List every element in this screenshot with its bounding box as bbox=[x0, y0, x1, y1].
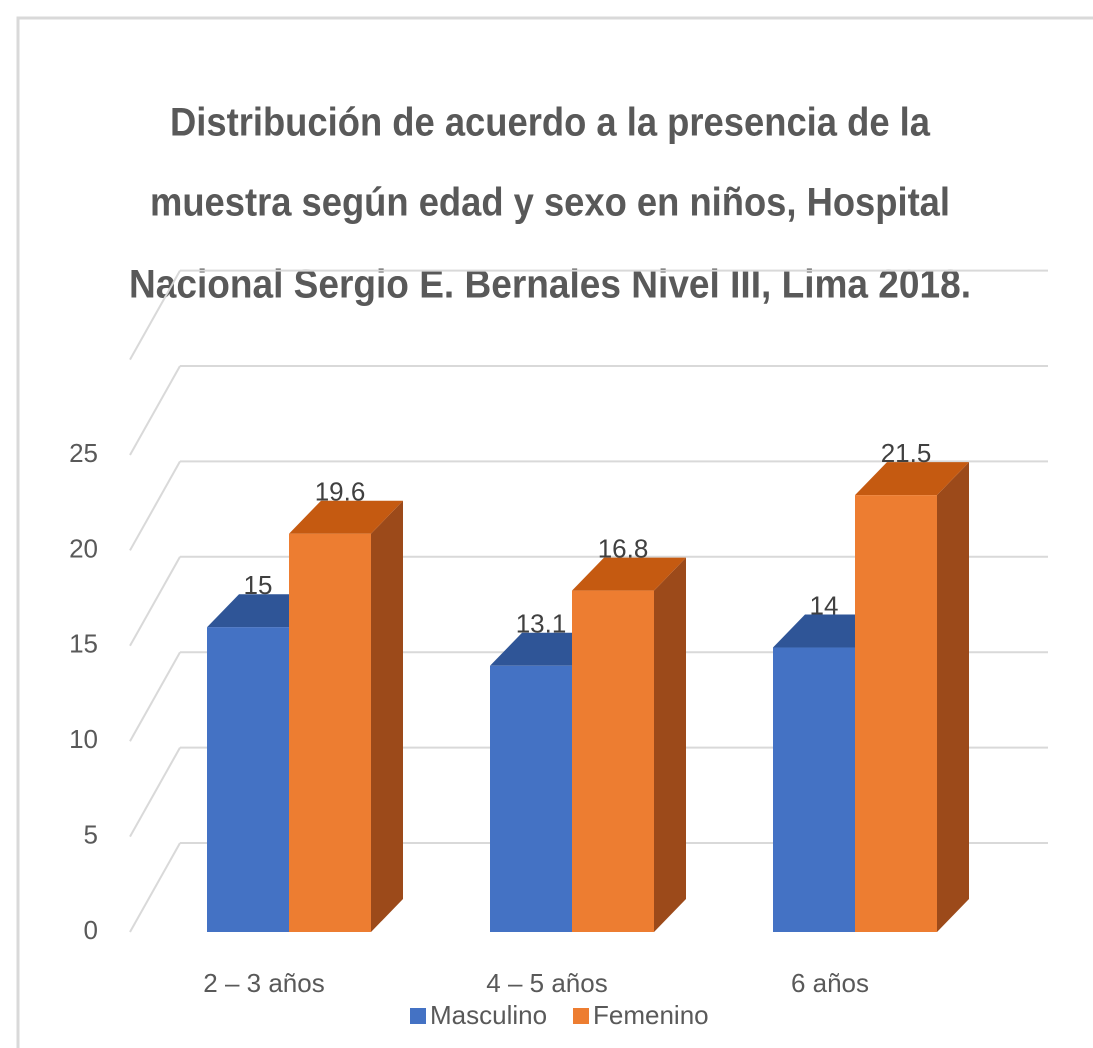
data-label: 14 bbox=[810, 590, 839, 620]
grid-line bbox=[129, 556, 181, 647]
grid-line bbox=[129, 842, 181, 933]
legend-swatch bbox=[410, 1008, 426, 1024]
chart-title: Distribución de acuerdo a la presencia d… bbox=[170, 101, 931, 145]
chart-title: muestra según edad y sexo en niños, Hosp… bbox=[150, 181, 950, 225]
bar bbox=[855, 495, 937, 932]
y-tick-label: 15 bbox=[69, 629, 98, 659]
grid-line bbox=[129, 651, 181, 742]
bar-side bbox=[371, 500, 403, 932]
x-tick-label: 4 – 5 años bbox=[486, 968, 607, 998]
y-tick-label: 20 bbox=[69, 533, 98, 563]
data-label: 15 bbox=[244, 570, 273, 600]
bar bbox=[289, 533, 371, 932]
bar bbox=[773, 647, 855, 932]
bar-top bbox=[572, 557, 686, 591]
bar-side bbox=[937, 462, 969, 932]
grid-line bbox=[129, 365, 181, 456]
grid-line bbox=[129, 460, 181, 551]
y-tick-label: 10 bbox=[69, 724, 98, 754]
x-tick-label: 6 años bbox=[791, 968, 869, 998]
chart-title: Nacional Sergio E. Bernales Nivel III, L… bbox=[129, 263, 971, 307]
bar-top bbox=[855, 462, 969, 496]
bar-top bbox=[289, 500, 403, 534]
data-label: 13.1 bbox=[516, 609, 567, 639]
data-label: 19.6 bbox=[315, 477, 366, 507]
legend-label: Femenino bbox=[593, 1000, 709, 1030]
y-tick-label: 25 bbox=[69, 438, 98, 468]
legend-label: Masculino bbox=[430, 1000, 547, 1030]
bar bbox=[207, 627, 289, 932]
data-label: 21.5 bbox=[881, 438, 932, 468]
chart-border bbox=[16, 16, 1093, 1048]
grid-line bbox=[129, 747, 181, 838]
data-label: 16.8 bbox=[598, 533, 649, 563]
bar bbox=[490, 665, 572, 932]
bar bbox=[572, 590, 654, 932]
grid-line bbox=[129, 270, 181, 361]
x-tick-label: 2 – 3 años bbox=[203, 968, 324, 998]
legend-swatch bbox=[573, 1008, 589, 1024]
y-tick-label: 0 bbox=[84, 915, 98, 945]
y-tick-label: 5 bbox=[84, 819, 98, 849]
bar-side bbox=[654, 557, 686, 932]
